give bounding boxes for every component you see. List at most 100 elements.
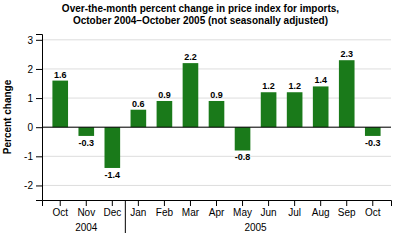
y-axis-title: Percent change [2,79,13,154]
bar [78,127,94,136]
x-tick-mark [268,200,269,206]
y-tick-label: -1 [24,151,33,162]
x-tick-mark [216,200,217,206]
bar [105,127,121,168]
x-axis: Oct Nov Dec Jan Feb Mar Apr May Jun Jul Aug Sep Oct [43,200,392,218]
data-label: -1.4 [105,170,121,180]
y-tick-mark [36,156,42,157]
bar [52,81,68,128]
bar [157,101,173,127]
data-label: -0.3 [365,138,381,148]
x-tick-mark [112,200,113,206]
x-tick: May [233,200,252,218]
title: Over-the-month percent change in price i… [62,3,339,14]
y-tick-mark [36,69,42,70]
grid-line [42,39,391,40]
chart: Over-the-month percent change in price i… [0,0,401,238]
bar [209,101,225,127]
x-tick-mark [60,200,61,206]
y-tick: -1 [24,151,42,162]
bar [287,92,303,127]
data-label: 1.4 [314,75,327,85]
x-tick-label: Sep [338,207,356,218]
bar [313,86,329,127]
data-label: 0.9 [158,90,171,100]
data-label: 1.2 [262,81,275,91]
x-tick-mark [86,200,87,206]
bar [131,110,147,127]
x-tick: Jun [261,200,277,218]
x-tick-mark [190,200,191,206]
x-tick-label: Aug [312,207,330,218]
x-tick-label: Feb [156,207,174,218]
x-tick: Jul [288,200,301,218]
grid-line [42,156,391,157]
zero-line [42,127,391,128]
x-tick: Aug [312,200,330,218]
grid-line [42,185,391,186]
subtitle: October 2004–October 2005 (not seasonall… [73,15,328,26]
x-tick: Apr [209,200,225,218]
x-tick: Dec [103,200,121,218]
x-tick-label: Oct [365,207,381,218]
x-tick-label: Jan [130,207,146,218]
data-label: -0.8 [235,152,251,162]
grid-line [42,68,391,69]
data-label: 1.6 [54,70,67,80]
group-divider [125,200,126,233]
y-tick-label: 2 [27,64,33,75]
bar [235,127,251,150]
x-tick-mark [320,200,321,206]
x-tick-mark [164,200,165,206]
x-tick-label: Dec [103,207,121,218]
x-tick-label: Apr [209,207,225,218]
x-tick-mark [242,200,243,206]
data-label: 1.2 [288,81,301,91]
y-tick-mark [36,98,42,99]
y-tick-label: -2 [24,180,33,191]
y-axis-line [36,35,43,201]
y-tick-label: 3 [27,35,33,46]
y-tick-label: 0 [27,122,33,133]
y-tick-mark [36,40,42,41]
data-label: 2.2 [184,52,197,62]
x-tick: Jan [130,200,146,218]
x-tick-label: Jul [288,207,301,218]
grid-line [42,127,391,128]
data-label: 0.9 [210,90,223,100]
y-tick-mark [36,127,42,128]
x-tick-mark [294,200,295,206]
x-tick-mark [372,200,373,206]
group-label: 2005 [244,222,267,233]
y-tick: -2 [24,180,42,191]
x-tick-label: Mar [182,207,200,218]
x-tick: Mar [182,200,200,218]
bar [183,63,199,127]
bar [365,127,381,136]
x-tick-label: Nov [77,207,95,218]
grid [42,40,391,186]
y-tick: 2 [27,64,42,75]
x-tick-label: May [233,207,252,218]
x-tick: Oct [365,200,381,218]
y-axis: -2 -1 0 1 2 3 [24,35,42,201]
x-tick-mark [346,200,347,206]
bar [261,92,277,127]
x-tick: Feb [156,200,174,218]
data-label: -0.3 [79,138,95,148]
data-labels: 1.6 -0.3 -1.4 0.6 0.9 2.2 0.9 -0.8 1.2 1.2 1.4 2.3 -… [54,49,381,180]
x-tick: Sep [338,200,356,218]
x-tick-label: Jun [261,207,277,218]
plot-area [42,60,391,168]
bar [339,60,355,127]
data-label: 0.6 [132,99,145,109]
y-tick: 0 [27,122,42,133]
y-tick: 3 [27,35,42,46]
y-tick-mark [36,185,42,186]
data-label: 2.3 [340,49,353,59]
group-label: 2004 [75,222,98,233]
x-tick: Oct [52,200,68,218]
x-axis-line [43,201,392,207]
x-tick-label: Oct [52,207,68,218]
y-tick: 1 [27,93,42,104]
